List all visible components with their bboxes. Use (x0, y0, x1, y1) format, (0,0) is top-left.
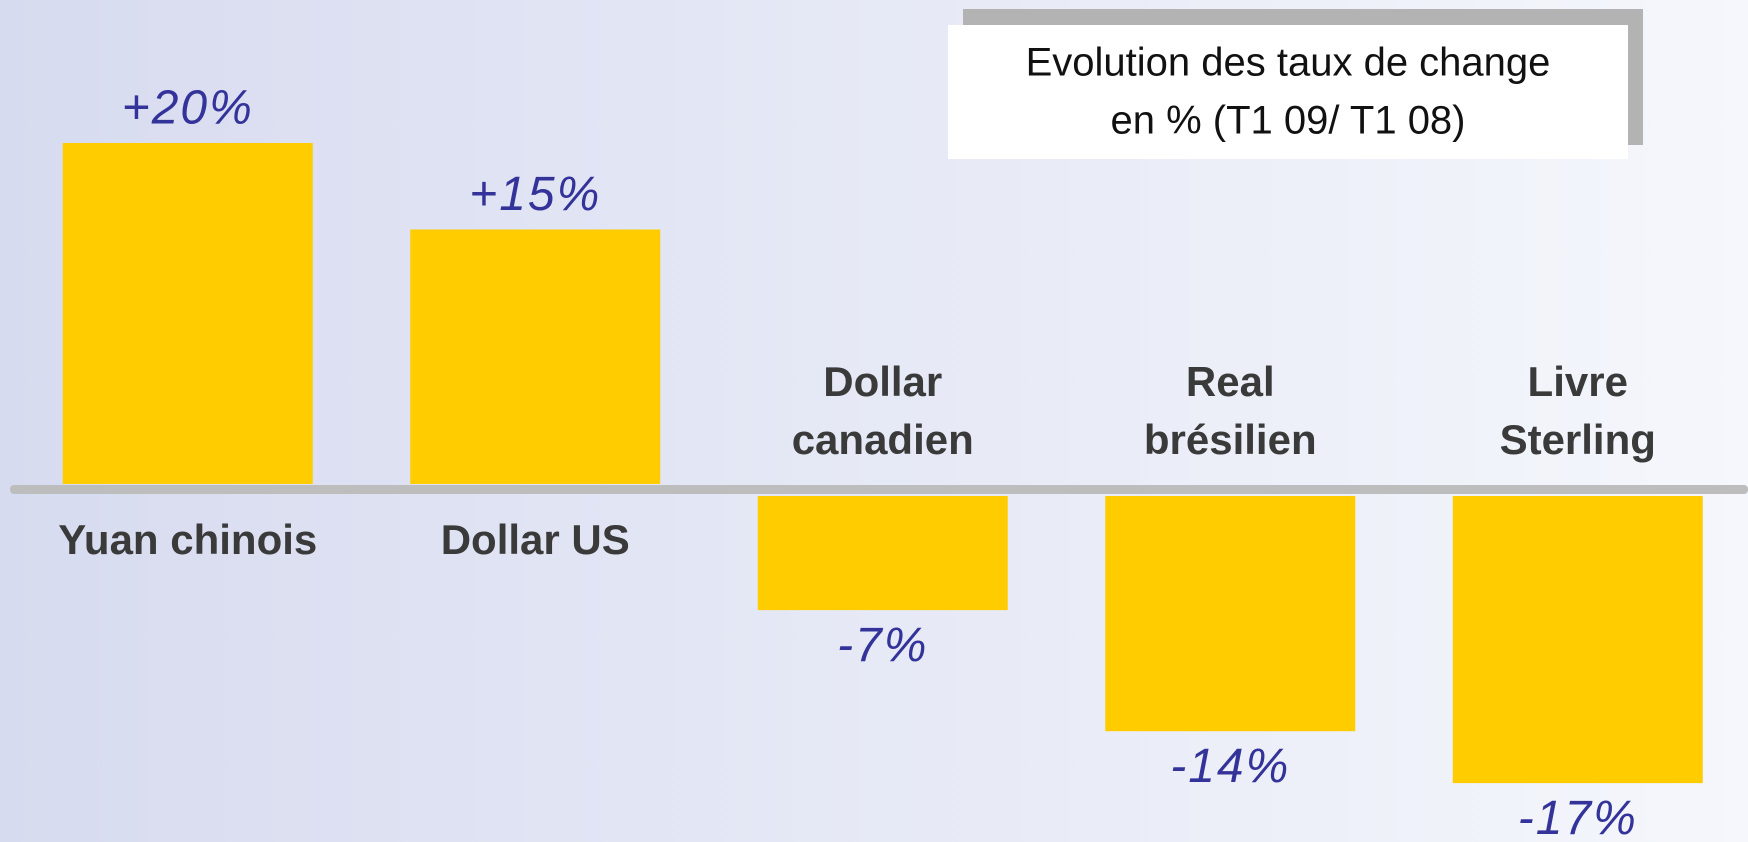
baseline (10, 485, 1748, 494)
category-text: Livre Sterling (1499, 358, 1656, 463)
chart-title: Evolution des taux de change (1026, 41, 1551, 85)
title-box (948, 25, 1628, 159)
data-label: -7% (837, 619, 928, 672)
category-text: Dollar canadien (791, 358, 974, 463)
category-label: Livre Sterling (1447, 353, 1708, 469)
category-text: Yuan chinois (58, 516, 318, 563)
data-label: +20% (122, 82, 254, 135)
bar (1105, 496, 1356, 732)
bar (62, 143, 313, 484)
bar (1452, 496, 1703, 784)
category-label: Dollar US (362, 511, 710, 569)
category-label: Real brésilien (1100, 353, 1361, 469)
bar (757, 496, 1008, 611)
data-label: +15% (469, 168, 601, 221)
category-text: Real brésilien (1143, 358, 1317, 463)
category-label: Dollar canadien (752, 353, 1013, 469)
data-label: -14% (1170, 740, 1290, 793)
category-text: Dollar US (440, 516, 630, 563)
category-label: Yuan chinois (14, 511, 362, 569)
bar (410, 229, 661, 484)
data-label: -17% (1518, 792, 1638, 842)
chart-title: en % (T1 09/ T1 08) (1111, 99, 1466, 143)
